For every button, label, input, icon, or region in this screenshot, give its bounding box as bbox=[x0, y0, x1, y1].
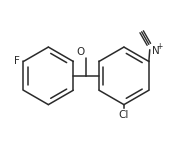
Text: F: F bbox=[14, 56, 20, 67]
Text: N: N bbox=[152, 46, 159, 56]
Text: +: + bbox=[156, 42, 162, 51]
Text: Cl: Cl bbox=[119, 110, 129, 120]
Text: O: O bbox=[77, 47, 85, 57]
